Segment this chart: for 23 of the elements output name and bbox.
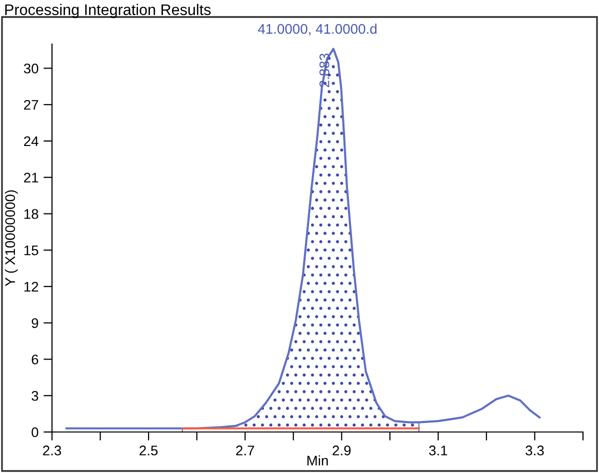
text: 41.0000, 41.0000.d bbox=[258, 24, 376, 36]
y-axis-title: Y ( X10000000) bbox=[4, 190, 18, 286]
y-tick-label: 18 bbox=[24, 209, 38, 219]
y-tick-label: 6 bbox=[32, 354, 38, 364]
y-tick-label: 30 bbox=[24, 64, 38, 74]
y-tick-label: 12 bbox=[24, 282, 38, 292]
y-tick-label: 24 bbox=[24, 136, 38, 146]
x-tick-label: 2.3 bbox=[43, 446, 62, 456]
x-axis-title: Min bbox=[307, 455, 328, 466]
x-tick-label: 2.5 bbox=[140, 446, 158, 456]
y-tick-label: 3 bbox=[32, 390, 38, 401]
y-tick-label: 27 bbox=[24, 100, 38, 110]
y-tick-label: 15 bbox=[24, 246, 38, 256]
y-tick-label: 9 bbox=[32, 318, 38, 328]
x-tick-label: 2.9 bbox=[332, 446, 351, 456]
y-tick-label: 0 bbox=[32, 427, 38, 438]
chart-title: Processing Integration Results bbox=[5, 4, 211, 18]
line-series bbox=[65, 48, 541, 430]
annotation: 2.883 bbox=[319, 54, 330, 88]
x-tick-label: 3.3 bbox=[526, 446, 544, 456]
y-tick-label: 21 bbox=[24, 172, 38, 182]
x-tick-label: 3.1 bbox=[429, 446, 448, 456]
x-tick-label: 2.7 bbox=[236, 446, 254, 456]
